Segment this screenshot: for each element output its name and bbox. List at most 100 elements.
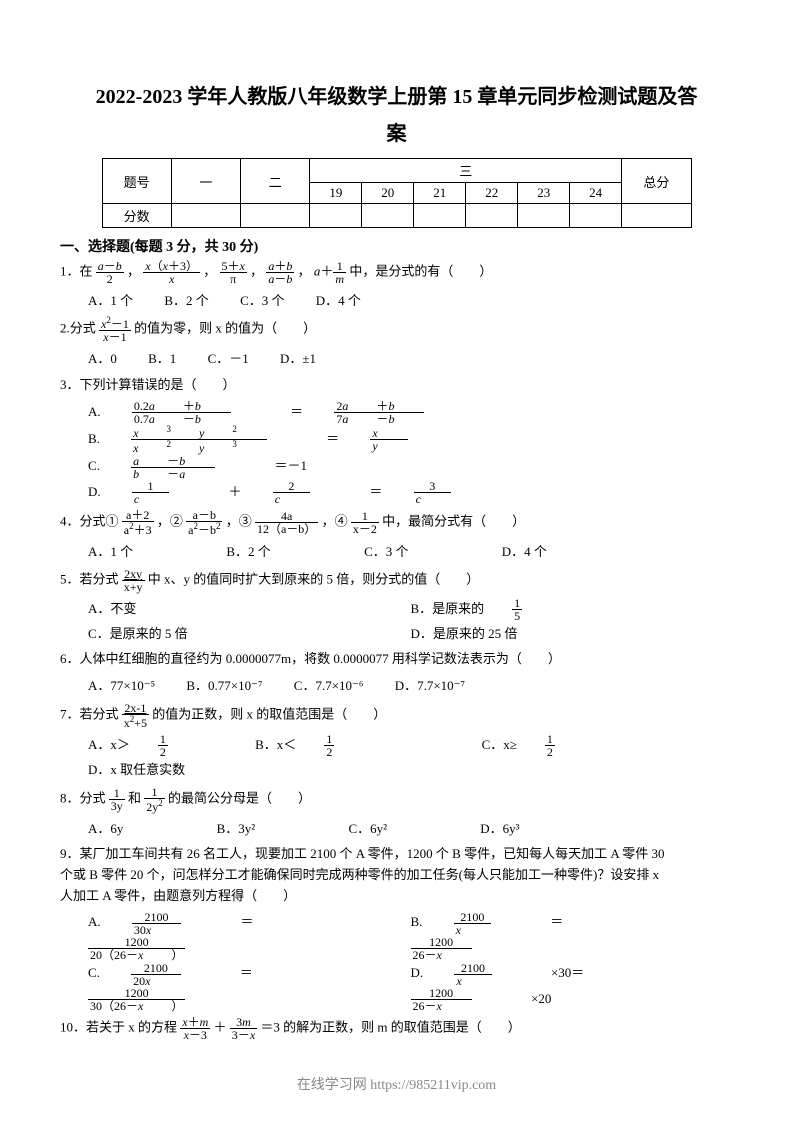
fraction: 12 [545,733,583,758]
question-2: 2.分式 x2－1x－1 的值为零，则 x 的值为（ ） [60,316,733,343]
q5-options: A．不变 B．是原来的15 [60,597,733,623]
q9-line3: 人加工 A 零件，由题意列方程得（ ） [60,886,733,907]
q1-options: A．1 个 B．2 个 C．3 个 D．4 个 [60,289,733,312]
q8-prefix: 8．分式 [60,790,106,805]
fraction: 2a＋b7a－b [334,400,452,425]
page-title-2: 案 [60,117,733,146]
question-8: 8．分式 13y 和 12y2 的最简公分母是（ ） [60,786,733,813]
fraction: 13y [109,787,125,812]
cell [414,204,466,228]
opt-a: A．77×10⁻⁵ [88,674,155,697]
eq: ＝ [240,961,253,984]
opt-c: C．7.7×10⁻⁶ [294,674,364,697]
opt-c: C. 210020x ＝ 120030（26－x） [88,961,383,1012]
cell: 一 [171,159,240,204]
opt-c: C. a－bb－a ＝－1 [88,454,335,480]
opt-d: D．是原来的 25 倍 [411,622,518,645]
cell: 19 [310,183,362,204]
page-footer: 在线学习网 https://985211vip.com [0,1074,793,1094]
label: A. [88,400,101,423]
fraction: a－ba2－b2 [186,509,222,536]
q8-suffix: 的最简公分母是（ ） [168,790,311,805]
opt-b: B．2 个 [226,540,270,563]
q2-options: A．0 B．1 C．－1 D．±1 [60,347,733,370]
eq: ＝ [550,910,563,933]
sep: ，③ [226,514,252,529]
fraction: a＋2a2＋3 [122,509,154,536]
question-1: 1．在 a－b2 ， x（x＋3）x ， 5＋xπ ， a＋ba－b ， a＋1… [60,260,733,285]
q5-prefix: 5．若分式 [60,571,119,586]
q3-options: A. 0.2a＋b0.7a－b ＝ 2a＋b7a－b B. x3y2x2y3 ＝… [60,400,733,506]
opt-b: B．3y² [217,817,256,840]
opt-b: B．是原来的15 [411,597,579,623]
cell [241,204,310,228]
question-6: 6．人体中红细胞的直径约为 0.0000077m，将数 0.0000077 用科… [60,649,733,670]
sep: ，② [157,514,183,529]
question-7: 7．若分式 2x-1x2+5 的值为正数，则 x 的取值范围是（ ） [60,702,733,729]
opt-c: C．6y² [348,817,387,840]
sep: 和 [128,790,141,805]
sep: ＋ [214,1020,227,1035]
q4-suffix: 中，最简分式有（ ） [382,514,525,529]
opt-a: A．1 个 [88,289,133,312]
fraction: 4a12（a－b） [255,510,318,535]
opt-d: D．4 个 [502,540,547,563]
fraction: xy [370,427,435,452]
opt-d: D．6y³ [480,817,519,840]
q9-options-1: A. 210030x ＝ 120020（26－x） B. 2100x ＝ 120… [60,910,733,961]
fraction: 12 [324,733,362,758]
label: B. [411,910,423,933]
sep: ， [203,263,216,278]
fraction: 5＋xπ [220,260,247,285]
question-3: 3．下列计算错误的是（ ） [60,375,733,396]
opt-a: A．6y [88,817,123,840]
label: B．x＜ [255,733,296,756]
fraction: x＋mx－3 [180,1016,210,1041]
fraction: a－bb－a [131,455,243,480]
cell: 20 [362,183,414,204]
score-table: 题号 一 二 三 总分 19 20 21 22 23 24 分数 [102,158,692,228]
fraction: x3y2x2y3 [131,425,295,454]
cell [570,204,622,228]
opt-c: C．3 个 [364,540,408,563]
cell: 三 [310,159,622,183]
q10-suffix: ＝3 的解为正数，则 m 的取值范围是（ ） [260,1020,520,1035]
sep: ， [127,263,140,278]
cell: 24 [570,183,622,204]
opt-c: C．x≥12 [482,733,611,759]
q2-suffix: 的值为零，则 x 的值为（ ） [134,321,316,336]
q9-options-2: C. 210020x ＝ 120030（26－x） D. 2100x ×30＝ … [60,961,733,1012]
q4-options: A．1 个 B．2 个 C．3 个 D．4 个 [60,540,733,563]
cell-label: 题号 [102,159,171,204]
m2: ×20 [531,987,551,1010]
fraction: 1x－2 [351,510,379,535]
q7-prefix: 7．若分式 [60,706,119,721]
table-row: 分数 [102,204,691,228]
opt-b: B. 2100x ＝ 120026－x [411,910,706,961]
fraction: 1m [333,260,346,285]
opt-d: D．4 个 [316,289,361,312]
q1-suffix: 中，是分式的有（ ） [349,263,492,278]
opt-d: D．7.7×10⁻⁷ [395,674,465,697]
opt-d: D. 2100x ×30＝ 120026－x ×20 [411,961,706,1012]
q9-line2: 个或 B 零件 20 个，问怎样分工才能确保同时完成两种零件的加工任务(每人只能… [60,865,733,886]
eq: ＝ [240,910,253,933]
page-title-1: 2022-2023 学年人教版八年级数学上册第 15 章单元同步检测试题及答 [60,80,733,109]
question-9: 9．某厂加工车间共有 26 名工人，现要加工 2100 个 A 零件，1200 … [60,844,733,906]
opt-c: C．－1 [208,347,249,370]
eq: ＝－1 [274,454,307,477]
eq: ＝ [290,400,303,423]
fraction: 2100x [454,962,519,987]
fraction: 3c [414,480,479,505]
fraction: 2xyx+y [122,568,145,593]
opt-a: A．0 [88,347,117,370]
sep: ， [298,263,311,278]
label: D. [88,480,101,503]
fraction: 1c [132,480,197,505]
fraction: x2－1x－1 [99,316,131,343]
cell: 二 [241,159,310,204]
question-10: 10．若关于 x 的方程 x＋mx－3 ＋ 3m3－x ＝3 的解为正数，则 m… [60,1016,733,1041]
fraction: 210030x [132,911,209,936]
question-5: 5．若分式 2xyx+y 中 x、y 的值同时扩大到原来的 5 倍，则分式的值（… [60,568,733,593]
opt-a: A．x＞12 [88,733,224,759]
